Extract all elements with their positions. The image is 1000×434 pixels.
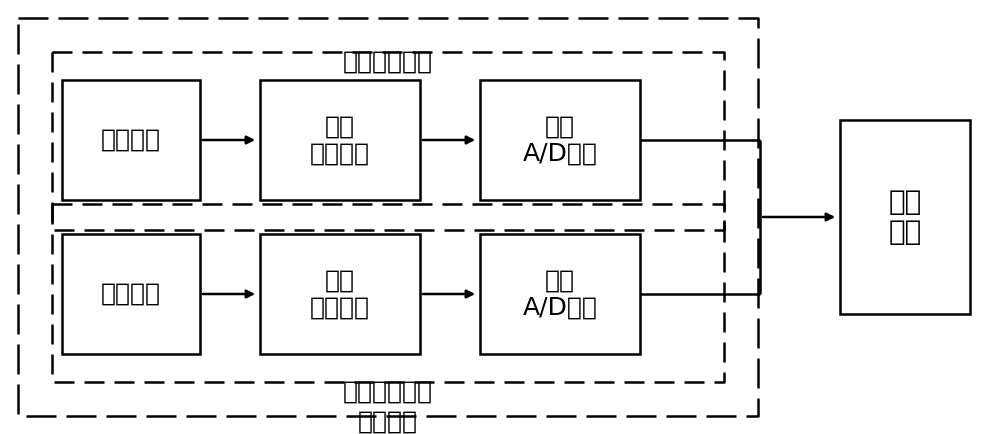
Text: 电压: 电压 [325,269,355,293]
Text: 信号调理: 信号调理 [310,296,370,319]
Bar [260,234,420,354]
Text: A/D转换: A/D转换 [523,141,597,165]
Text: A/D转换: A/D转换 [523,296,597,319]
Bar [260,80,420,200]
Text: 电压输入: 电压输入 [101,282,161,306]
Text: 电流输入: 电流输入 [101,128,161,152]
Text: 微控: 微控 [888,188,922,216]
Text: 电压: 电压 [545,269,575,293]
Bar [62,80,200,200]
Bar [480,80,640,200]
Text: 电流: 电流 [545,115,575,138]
Text: 制器: 制器 [888,218,922,246]
Text: 电流检测单元: 电流检测单元 [343,50,433,74]
Bar [480,234,640,354]
Bar [840,120,970,314]
Text: 检测单元: 检测单元 [358,410,418,434]
Text: 信号调理: 信号调理 [310,141,370,165]
Text: 电压检测单元: 电压检测单元 [343,380,433,404]
Text: 电流: 电流 [325,115,355,138]
Bar [62,234,200,354]
